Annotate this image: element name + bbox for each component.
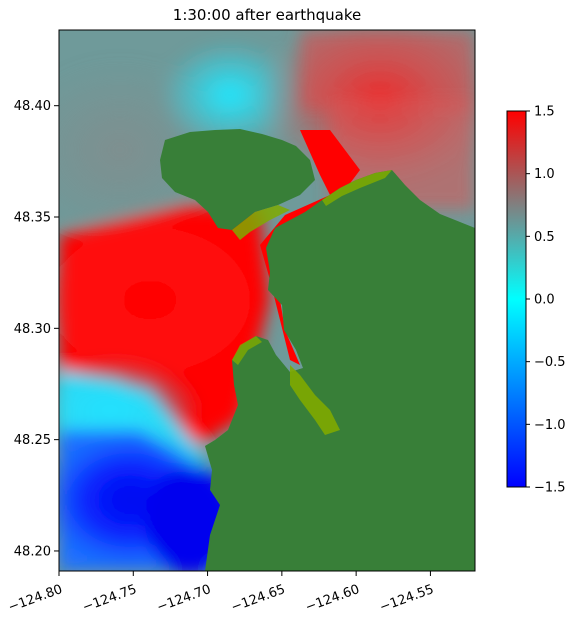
y-tick-label: 48.40 xyxy=(14,99,51,114)
colorbar xyxy=(506,110,527,488)
land-peninsula xyxy=(160,129,315,230)
x-tick-label: −124.60 xyxy=(304,582,362,615)
shallow-inlet-band xyxy=(322,170,392,206)
colorbar-tick-label: 1.0 xyxy=(534,167,555,182)
y-axis: 48.20 48.25 48.30 48.35 48.40 xyxy=(14,99,59,559)
shallow-estuary xyxy=(290,365,340,435)
red-zone-west xyxy=(59,220,260,380)
colorbar-tick-label: 1.5 xyxy=(534,105,555,120)
x-tick-label: −124.65 xyxy=(229,582,287,615)
x-tick-label: −124.75 xyxy=(81,582,139,615)
x-tick-label: −124.55 xyxy=(378,582,436,615)
x-tick-label: −124.80 xyxy=(6,582,64,615)
colorbar-tick-label: −1.0 xyxy=(534,418,566,433)
colorbar-tick-label: 0.0 xyxy=(534,293,555,308)
plot-area xyxy=(59,30,475,571)
inlet-red-channel xyxy=(260,130,360,365)
land-mainland xyxy=(205,170,475,571)
colorbar-tick-label: −0.5 xyxy=(534,355,566,370)
shallow-west-fringe xyxy=(232,336,262,365)
y-tick-label: 48.35 xyxy=(14,211,51,226)
colorbar-tick-label: −1.5 xyxy=(534,481,566,496)
colorbar-tick-label: 0.5 xyxy=(534,230,555,245)
x-tick-label: −124.70 xyxy=(155,582,213,615)
y-tick-label: 48.30 xyxy=(14,322,51,337)
y-tick-label: 48.25 xyxy=(14,433,51,448)
y-tick-label: 48.20 xyxy=(14,544,51,559)
x-axis: −124.80 −124.75 −124.70 −124.65 −124.60 −124.… xyxy=(6,571,436,615)
plot-frame xyxy=(58,29,476,572)
shallow-peninsula-edge xyxy=(232,205,290,240)
red-field-ne xyxy=(300,30,475,110)
colorbar-axis: 1.5 1.0 0.5 0.0 −0.5 −1.0 −1.5 xyxy=(526,105,566,496)
chart-title: 1:30:00 after earthquake xyxy=(173,6,361,24)
